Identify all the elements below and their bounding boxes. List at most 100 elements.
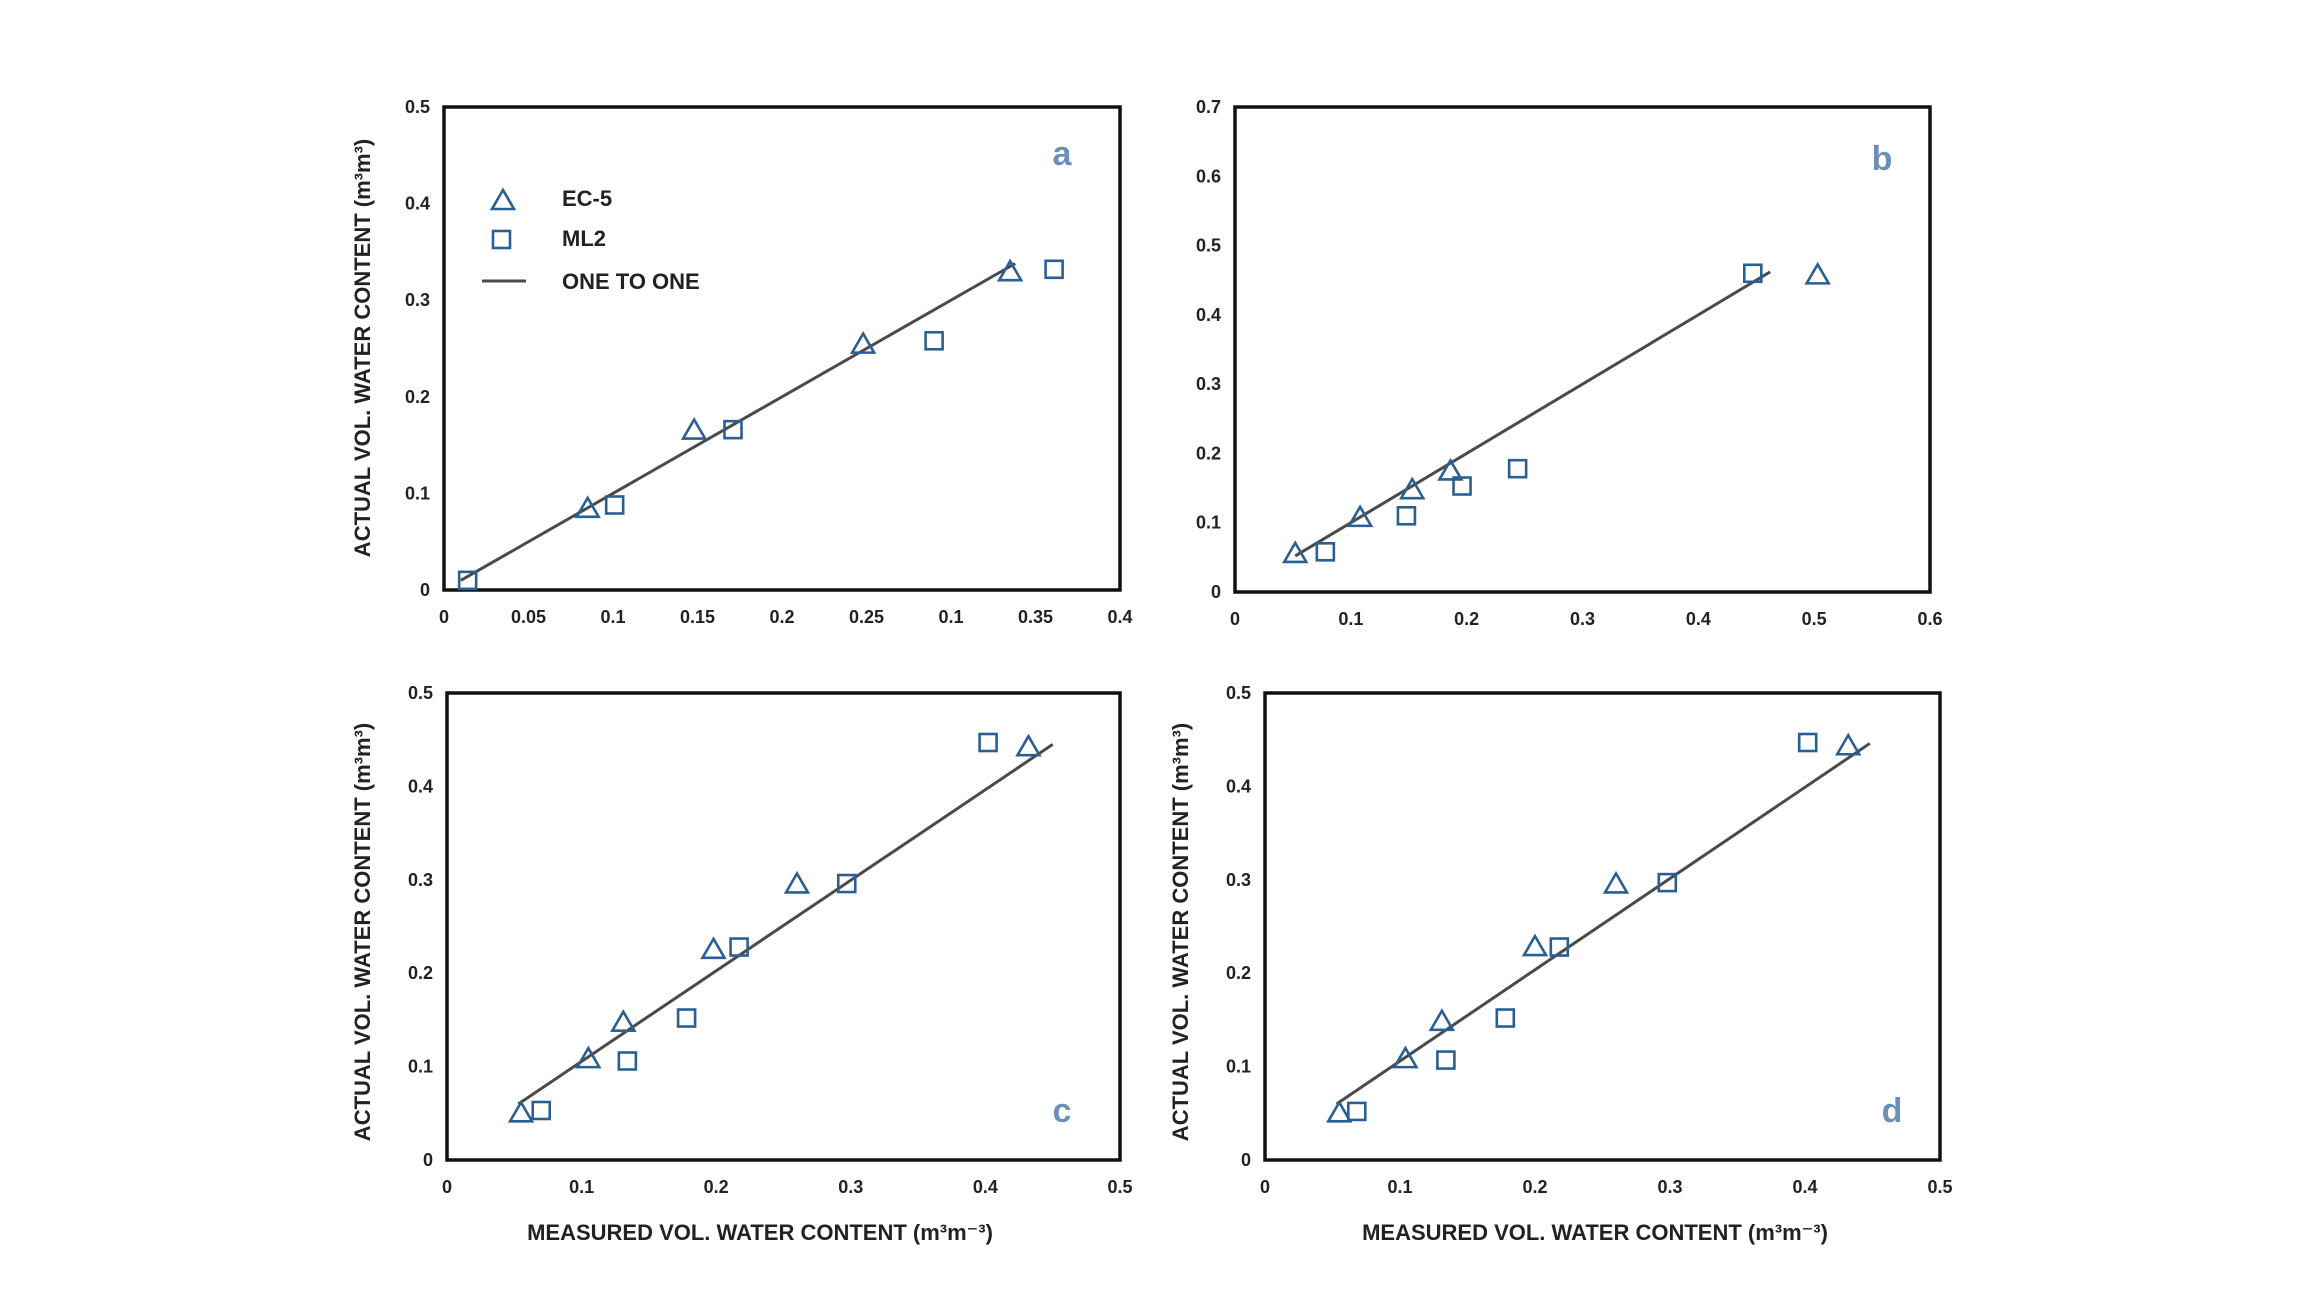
y-axis-title: ACTUAL VOL. WATER CONTENT (m³m³)	[350, 139, 375, 557]
one-to-one-series	[1335, 742, 1871, 1106]
y-tick-label: 0	[423, 1150, 433, 1170]
panel-letter: a	[1053, 135, 1073, 173]
y-tick-label: 0.3	[405, 290, 430, 310]
ml2-point	[1657, 872, 1678, 893]
x-tick-label: 0.5	[1107, 1177, 1132, 1197]
ml2-point	[457, 570, 478, 591]
ec5-series	[507, 733, 1042, 1123]
y-tick-label: 0.1	[408, 1057, 433, 1077]
y-tick-label: 0.1	[405, 483, 430, 503]
y-tick-label: 0.2	[1226, 963, 1251, 983]
ml2-point	[924, 330, 944, 351]
legend-label: ML2	[562, 226, 606, 251]
y-tick-labels: 0 0.1 0.2 0.3 0.4 0.5	[1226, 683, 1251, 1170]
ml2-point	[531, 1100, 552, 1121]
y-tick-label: 0.5	[1196, 236, 1221, 256]
y-tick-label: 0.3	[1196, 374, 1221, 394]
ml2-point	[729, 937, 749, 957]
ec5-point	[575, 1045, 602, 1069]
ec5-series	[1325, 732, 1862, 1123]
x-tick-labels: 0 0.1 0.2 0.3 0.4 0.5	[1260, 1177, 1953, 1197]
y-tick-label: 0.1	[1196, 513, 1221, 533]
ml2-point	[1507, 458, 1528, 479]
ec5-point	[610, 1009, 637, 1032]
y-tick-labels: 0 0.1 0.2 0.3 0.4 0.5	[405, 97, 430, 600]
one-to-one-line	[517, 743, 1054, 1106]
y-tick-label: 0.3	[1226, 870, 1251, 890]
one-to-one-line	[1335, 742, 1871, 1106]
x-tick-label: 0.5	[1802, 609, 1827, 629]
y-tick-label: 0.2	[1196, 443, 1221, 463]
x-tick-label: 0.4	[1686, 609, 1711, 629]
ec5-series	[1281, 261, 1831, 564]
y-tick-label: 0.4	[1226, 776, 1251, 796]
ec5-point	[996, 258, 1024, 282]
ml2-series	[1347, 732, 1818, 1122]
x-tick-label: 0.4	[973, 1177, 998, 1197]
ml2-point	[1436, 1050, 1456, 1070]
x-tick-label: 0.3	[1570, 609, 1595, 629]
legend-item-one-to-one: ONE TO ONE	[482, 269, 700, 294]
x-tick-labels: 0 0.1 0.2 0.3 0.4 0.5	[442, 1177, 1133, 1197]
plot-frame	[1233, 105, 1932, 594]
panel-letter: d	[1882, 1092, 1903, 1130]
ec5-point	[783, 870, 811, 894]
y-tick-label: 0.1	[1226, 1057, 1251, 1077]
ml2-point	[1549, 937, 1570, 957]
x-tick-label: 0.25	[849, 607, 884, 627]
y-tick-label: 0.2	[408, 963, 433, 983]
x-tick-label: 0.35	[1018, 607, 1053, 627]
y-tick-label: 0.6	[1196, 166, 1221, 186]
x-axis-title: MEASURED VOL. WATER CONTENT (m³m⁻³)	[1362, 1220, 1828, 1245]
x-tick-label: 0.1	[569, 1177, 594, 1197]
ml2-point	[836, 873, 857, 894]
y-tick-label: 0.7	[1196, 97, 1221, 117]
ml2-point	[1797, 732, 1818, 753]
x-tick-label: 0	[439, 607, 449, 627]
y-tick-labels: 0 0.1 0.2 0.3 0.4 0.5 0.6 0.7	[1196, 97, 1221, 602]
ml2-series	[457, 259, 1064, 591]
ml2-point	[617, 1051, 638, 1071]
ec5-point	[700, 936, 727, 960]
ec5-point	[1325, 1099, 1353, 1123]
y-tick-label: 0.4	[1196, 305, 1221, 325]
x-tick-label: 0.3	[1657, 1177, 1682, 1197]
plot-frame	[442, 105, 1122, 592]
y-tick-label: 0.5	[1226, 683, 1251, 703]
ml2-point	[1347, 1101, 1367, 1122]
x-tick-labels: 0 0.1 0.2 0.3 0.4 0.5 0.6	[1230, 609, 1943, 629]
x-tick-label: 0.1	[938, 607, 963, 627]
panel-c: 0 0.1 0.2 0.3 0.4 0.5 0 0.1 0.2 0.3 0.4 0.5 c MEAS…	[350, 683, 1133, 1245]
ec5-point	[1437, 457, 1464, 481]
ml2-point	[1044, 259, 1064, 280]
y-axis-title: ACTUAL VOL. WATER CONTENT (m³m³)	[1168, 723, 1193, 1141]
y-tick-labels: 0 0.1 0.2 0.3 0.4 0.5	[408, 683, 433, 1170]
x-tick-labels: 0 0.05 0.1 0.15 0.2 0.25 0.1 0.35 0.4	[439, 607, 1133, 627]
y-tick-label: 0.2	[405, 387, 430, 407]
one-to-one-series	[1294, 270, 1771, 558]
panel-a: 0 0.05 0.1 0.15 0.2 0.25 0.1 0.35 0.4 0 0.1 0.2 0.3…	[350, 97, 1133, 627]
ml2-point	[1495, 1008, 1516, 1028]
ec5-point	[849, 331, 877, 354]
ec5-point	[1398, 476, 1426, 500]
legend: EC-5 ML2 ONE TO ONE	[482, 186, 700, 294]
x-tick-label: 0.1	[1387, 1177, 1412, 1197]
ec5-point	[1834, 732, 1862, 756]
legend-label: EC-5	[562, 186, 612, 211]
x-tick-label: 0.05	[511, 607, 546, 627]
ml2-point	[1452, 476, 1472, 496]
ec5-point	[574, 495, 601, 519]
x-tick-label: 0.1	[1338, 609, 1363, 629]
x-tick-label: 0	[1230, 609, 1240, 629]
square-marker-icon	[491, 229, 512, 250]
ec5-series	[574, 258, 1024, 519]
ec5-point	[1346, 504, 1374, 528]
y-tick-label: 0.4	[408, 776, 433, 796]
x-tick-label: 0.1	[600, 607, 625, 627]
y-tick-label: 0	[1211, 582, 1221, 602]
ml2-point	[1396, 505, 1417, 526]
x-tick-label: 0	[442, 1177, 452, 1197]
x-tick-label: 0.6	[1917, 609, 1942, 629]
ec5-point	[1428, 1008, 1456, 1032]
